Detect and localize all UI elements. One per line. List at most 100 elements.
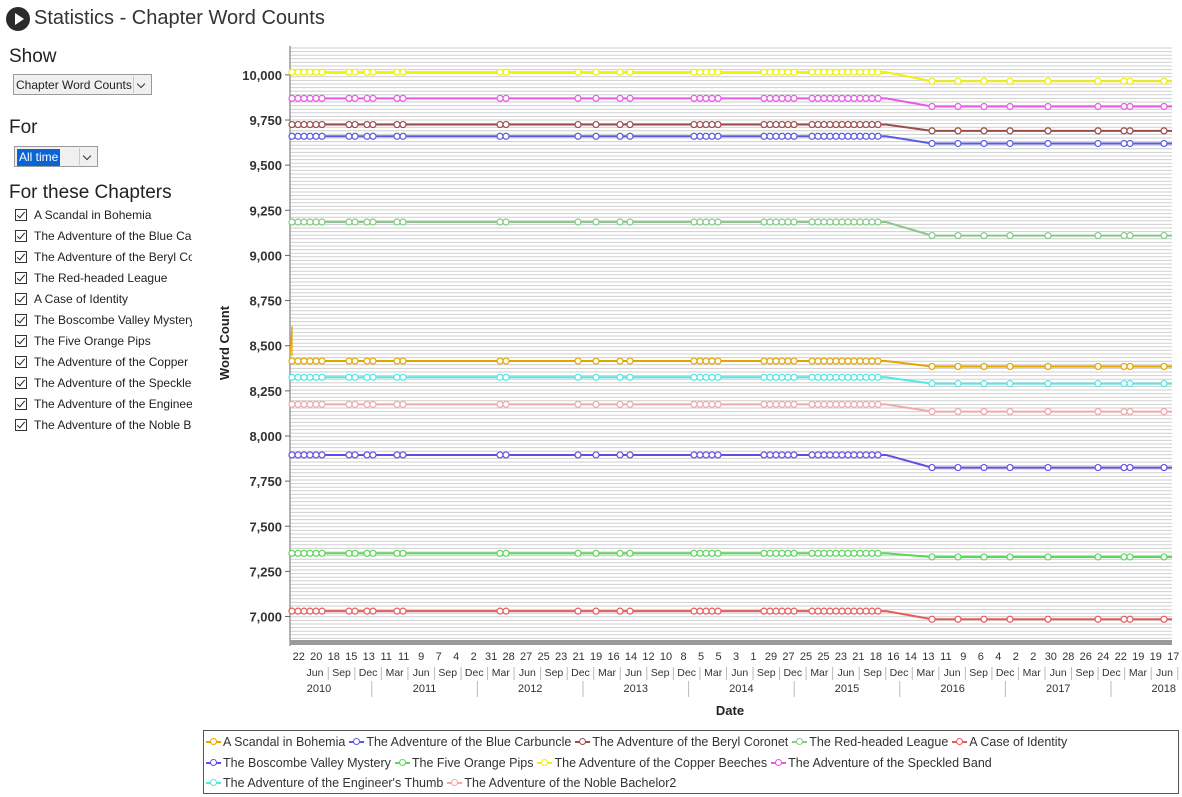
chevron-down-icon[interactable] (79, 148, 96, 165)
series-point (928, 380, 936, 388)
series-point (1160, 408, 1168, 416)
series-point (844, 94, 852, 102)
chapter-label: A Scandal in Bohemia (34, 208, 152, 222)
series-point (1094, 362, 1102, 371)
series-point (778, 94, 786, 102)
series-point (838, 607, 846, 615)
series-point (954, 408, 962, 416)
chapter-checkbox[interactable] (15, 335, 27, 347)
series-point (760, 68, 768, 76)
series-point (868, 400, 876, 408)
series-point (1126, 553, 1134, 561)
chapter-checkbox[interactable] (15, 209, 27, 221)
series-point (760, 373, 768, 381)
chart-legend: A Scandal in Bohemia The Adventure of the… (203, 730, 1179, 794)
series-point (826, 357, 834, 365)
series-point (850, 132, 858, 140)
chapter-checkbox[interactable] (15, 293, 27, 305)
series-point (838, 68, 846, 76)
series-point (784, 400, 792, 408)
chapter-checkbox[interactable] (15, 272, 27, 284)
series-point (702, 549, 710, 557)
series-point (616, 218, 624, 226)
chapter-checkbox[interactable] (15, 398, 27, 410)
series-point (954, 380, 962, 388)
series-point (772, 132, 780, 140)
series-point (954, 463, 962, 472)
x-day-label: 18 (870, 651, 882, 663)
series-point (928, 553, 936, 561)
chapter-item[interactable]: The Five Orange Pips (15, 332, 192, 353)
chapter-item[interactable]: The Adventure of the Engineer (15, 395, 192, 416)
series-line (290, 123, 1172, 132)
series-point (288, 549, 296, 557)
series-point (1160, 77, 1168, 85)
series-point (312, 549, 320, 557)
series-point (318, 373, 326, 381)
series-point (399, 120, 407, 129)
series-point (856, 94, 864, 102)
y-tick-label: 7,000 (249, 610, 282, 625)
chapter-checkbox[interactable] (15, 356, 27, 368)
x-year-label: 2014 (729, 683, 753, 695)
series-point (838, 120, 846, 129)
series-point (1044, 408, 1052, 416)
series-point (868, 607, 876, 615)
chapter-checkbox[interactable] (15, 314, 27, 326)
x-day-label: 3 (733, 651, 739, 663)
x-day-label: 30 (1045, 651, 1057, 663)
chapter-item[interactable]: The Boscombe Valley Mystery (15, 311, 192, 332)
series-point (832, 94, 840, 102)
series-point (300, 400, 308, 408)
chapter-item[interactable]: The Adventure of the Speckled (15, 374, 192, 395)
series-point (288, 373, 296, 381)
series-point (369, 94, 377, 102)
x-day-label: 5 (698, 651, 704, 663)
chapter-checkbox[interactable] (15, 230, 27, 242)
series-point (696, 357, 704, 365)
series-line (290, 97, 1172, 108)
chapter-item[interactable]: The Adventure of the Copper I (15, 353, 192, 374)
chevron-down-icon[interactable] (133, 76, 150, 93)
series-point (820, 120, 828, 129)
series-point (300, 373, 308, 381)
x-day-label: 9 (418, 651, 424, 663)
series-point (820, 549, 828, 557)
series-point (702, 218, 710, 226)
series-point (399, 373, 407, 381)
series-point (808, 451, 816, 459)
x-day-label: 24 (1097, 651, 1109, 663)
chapter-checkbox[interactable] (15, 377, 27, 389)
chapter-item[interactable]: The Adventure of the Beryl Co (15, 248, 192, 269)
series-point (766, 373, 774, 381)
legend-swatch (394, 758, 410, 766)
series-point (626, 607, 634, 615)
series-point (784, 218, 792, 226)
series-point (696, 451, 704, 459)
chapters-label: For these Chapters (9, 182, 172, 203)
series-point (393, 68, 401, 76)
series-point (708, 94, 716, 102)
chapter-item[interactable]: The Red-headed League (15, 269, 192, 290)
show-select[interactable]: Chapter Word Counts (13, 74, 152, 95)
x-month-label: Mar (916, 667, 935, 679)
legend-label: The Adventure of the Speckled Band (788, 755, 992, 770)
show-label: Show (9, 46, 57, 67)
chapter-item[interactable]: The Adventure of the Noble Ba (15, 416, 192, 437)
series-point (928, 102, 936, 111)
series-point (363, 68, 371, 76)
series-point (690, 357, 698, 365)
title-bar: Statistics - Chapter Word Counts (0, 0, 1182, 38)
chapter-item[interactable]: A Case of Identity (15, 290, 192, 311)
series-point (294, 607, 302, 615)
chapter-checkbox[interactable] (15, 419, 27, 431)
legend-swatch (206, 758, 221, 766)
for-select[interactable]: All time (14, 146, 98, 167)
chapter-item[interactable]: A Scandal in Bohemia (15, 206, 192, 227)
series-point (838, 132, 846, 140)
series-point (1006, 380, 1014, 388)
series-point (496, 400, 504, 408)
chapter-item[interactable]: The Adventure of the Blue Car (15, 227, 192, 248)
series-point (351, 451, 359, 459)
chapter-checkbox[interactable] (15, 251, 27, 263)
